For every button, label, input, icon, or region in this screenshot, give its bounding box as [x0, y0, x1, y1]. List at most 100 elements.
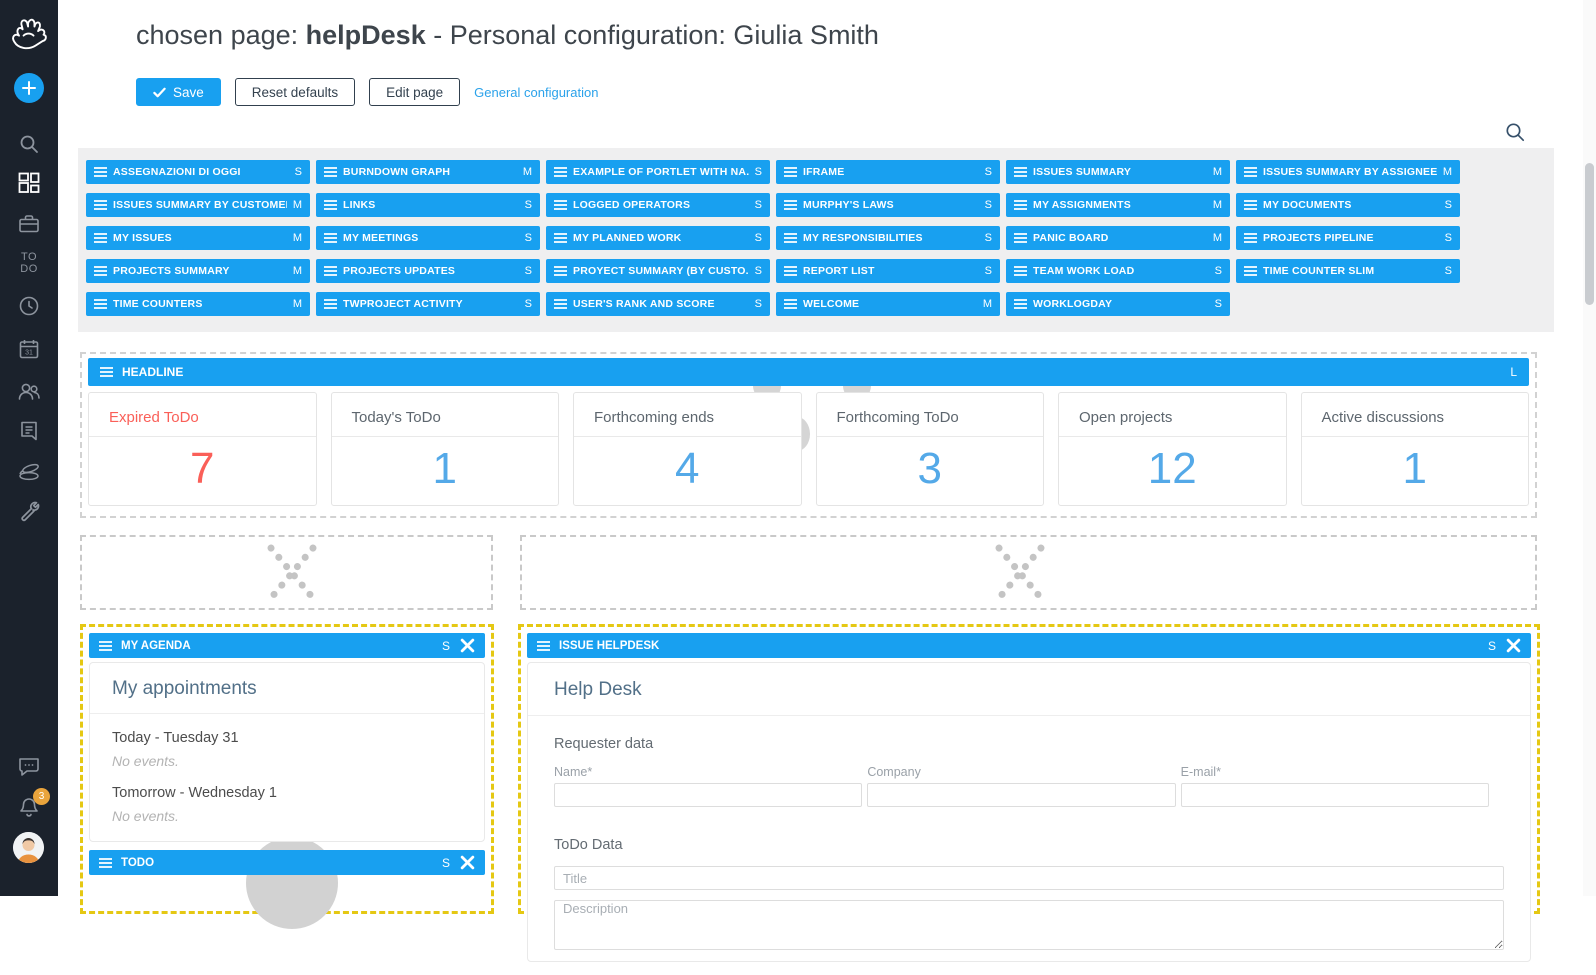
drag-handle-icon[interactable] [94, 266, 107, 276]
portlet-size-letter[interactable]: S [984, 232, 992, 244]
portlet-picker-item[interactable]: MY ASSIGNMENTS M [1006, 193, 1230, 217]
headline-size-letter[interactable]: L [1510, 365, 1517, 379]
portlet-picker-item[interactable]: PANIC BOARD M [1006, 226, 1230, 250]
portlet-size-letter[interactable]: S [1444, 265, 1452, 277]
reset-defaults-button[interactable]: Reset defaults [234, 78, 356, 106]
drag-handle-icon[interactable] [1244, 200, 1257, 210]
portlet-size-letter[interactable]: S [294, 166, 302, 178]
sidebar-chat-icon[interactable] [16, 753, 42, 779]
portlet-size-letter[interactable]: S [1444, 199, 1452, 211]
drag-handle-icon[interactable] [1014, 167, 1027, 177]
portlet-size-letter[interactable]: S [524, 265, 532, 277]
portlet-picker-item[interactable]: MY ISSUES M [86, 226, 310, 250]
portlet-picker-item[interactable]: WELCOME M [776, 292, 1000, 316]
portlet-size-letter[interactable]: S [754, 166, 762, 178]
drag-handle-icon[interactable] [537, 640, 550, 651]
sidebar-tools-icon[interactable] [16, 498, 42, 524]
sidebar-people-icon[interactable] [16, 378, 42, 404]
portlet-picker-item[interactable]: PROJECTS SUMMARY M [86, 259, 310, 283]
drag-handle-icon[interactable] [99, 640, 112, 651]
drag-handle-icon[interactable] [554, 167, 567, 177]
drag-handle-icon[interactable] [94, 167, 107, 177]
field-input[interactable] [867, 783, 1176, 807]
portlet-size-letter[interactable]: S [984, 265, 992, 277]
save-button[interactable]: Save [136, 78, 221, 106]
headline-portlet-header[interactable]: HEADLINE L [88, 358, 1529, 386]
sidebar-notifications-bell-icon[interactable]: 3 [16, 788, 50, 820]
portlet-picker-item[interactable]: ISSUES SUMMARY BY CUSTOMER M [86, 193, 310, 217]
todo-size-letter[interactable]: S [441, 855, 450, 870]
drag-handle-icon[interactable] [324, 266, 337, 276]
portlet-picker-item[interactable]: TIME COUNTERS M [86, 292, 310, 316]
issue-helpdesk-size-letter[interactable]: S [1487, 638, 1496, 653]
close-icon[interactable] [460, 638, 475, 653]
portlet-size-letter[interactable]: M [1212, 166, 1222, 178]
drag-handle-icon[interactable] [324, 167, 337, 177]
sidebar-documents-icon[interactable] [16, 418, 42, 444]
drag-handle-icon[interactable] [1244, 167, 1257, 177]
drag-handle-icon[interactable] [99, 857, 112, 868]
portlet-picker-item[interactable]: ASSEGNAZIONI DI OGGI S [86, 160, 310, 184]
field-input[interactable] [1180, 783, 1489, 807]
sidebar-worklog-clock-icon[interactable] [16, 293, 42, 319]
portlet-size-letter[interactable]: M [522, 166, 532, 178]
drag-handle-icon[interactable] [1014, 233, 1027, 243]
drag-handle-icon[interactable] [1014, 266, 1027, 276]
portlet-picker-item[interactable]: REPORT LIST S [776, 259, 1000, 283]
portlet-size-letter[interactable]: S [754, 232, 762, 244]
drag-handle-icon[interactable] [100, 367, 113, 377]
empty-drop-zone[interactable] [80, 535, 493, 610]
portlet-picker-item[interactable]: TIME COUNTER SLIM S [1236, 259, 1460, 283]
portlet-size-letter[interactable]: S [524, 199, 532, 211]
title-input[interactable] [554, 866, 1504, 890]
portlet-picker-item[interactable]: LINKS S [316, 193, 540, 217]
sidebar-todo-item[interactable]: TO DO [20, 251, 38, 275]
portlet-size-letter[interactable]: S [984, 199, 992, 211]
drag-handle-icon[interactable] [324, 299, 337, 309]
drag-handle-icon[interactable] [1014, 299, 1027, 309]
close-icon[interactable] [1506, 638, 1521, 653]
portlet-picker-item[interactable]: MY MEETINGS S [316, 226, 540, 250]
portlet-picker-item[interactable]: ISSUES SUMMARY M [1006, 160, 1230, 184]
portlet-picker-item[interactable]: PROJECTS PIPELINE S [1236, 226, 1460, 250]
drag-handle-icon[interactable] [324, 233, 337, 243]
sidebar-costs-icon[interactable] [16, 458, 42, 484]
sidebar-projects-icon[interactable] [16, 211, 42, 237]
sidebar-search-icon[interactable] [16, 131, 42, 157]
search-icon[interactable] [1504, 121, 1526, 143]
portlet-picker-item[interactable]: PROYECT SUMMARY (BY CUSTO... S [546, 259, 770, 283]
sidebar-dashboard-icon[interactable] [16, 170, 42, 196]
drag-handle-icon[interactable] [554, 266, 567, 276]
drag-handle-icon[interactable] [784, 233, 797, 243]
portlet-picker-item[interactable]: IFRAME S [776, 160, 1000, 184]
issue-helpdesk-header[interactable]: ISSUE HELPDESK S [527, 633, 1531, 658]
portlet-picker-item[interactable]: TWPROJECT ACTIVITY S [316, 292, 540, 316]
portlet-picker-item[interactable]: WORKLOGDAY S [1006, 292, 1230, 316]
todo-portlet-header[interactable]: TODO S [89, 850, 485, 875]
portlet-picker-item[interactable]: USER'S RANK AND SCORE S [546, 292, 770, 316]
drag-handle-icon[interactable] [1244, 266, 1257, 276]
portlet-size-letter[interactable]: S [524, 298, 532, 310]
drag-handle-icon[interactable] [324, 200, 337, 210]
portlet-size-letter[interactable]: S [524, 232, 532, 244]
portlet-picker-item[interactable]: MY RESPONSIBILITIES S [776, 226, 1000, 250]
portlet-picker-item[interactable]: ISSUES SUMMARY BY ASSIGNEE M [1236, 160, 1460, 184]
drag-handle-icon[interactable] [94, 299, 107, 309]
drag-handle-icon[interactable] [784, 299, 797, 309]
add-button[interactable] [14, 73, 44, 103]
drag-handle-icon[interactable] [784, 266, 797, 276]
drag-handle-icon[interactable] [1014, 200, 1027, 210]
portlet-size-letter[interactable]: S [1444, 232, 1452, 244]
portlet-picker-item[interactable]: EXAMPLE OF PORTLET WITH NA... S [546, 160, 770, 184]
portlet-size-letter[interactable]: M [1442, 166, 1452, 178]
portlet-size-letter[interactable]: M [1212, 232, 1222, 244]
sidebar-calendar-icon[interactable]: 31 [16, 336, 42, 362]
portlet-picker-item[interactable]: MURPHY'S LAWS S [776, 193, 1000, 217]
close-icon[interactable] [460, 855, 475, 870]
edit-page-button[interactable]: Edit page [369, 78, 461, 106]
portlet-picker-item[interactable]: MY DOCUMENTS S [1236, 193, 1460, 217]
portlet-size-letter[interactable]: M [1212, 199, 1222, 211]
drag-handle-icon[interactable] [784, 167, 797, 177]
portlet-picker-item[interactable]: PROJECTS UPDATES S [316, 259, 540, 283]
drag-handle-icon[interactable] [554, 200, 567, 210]
